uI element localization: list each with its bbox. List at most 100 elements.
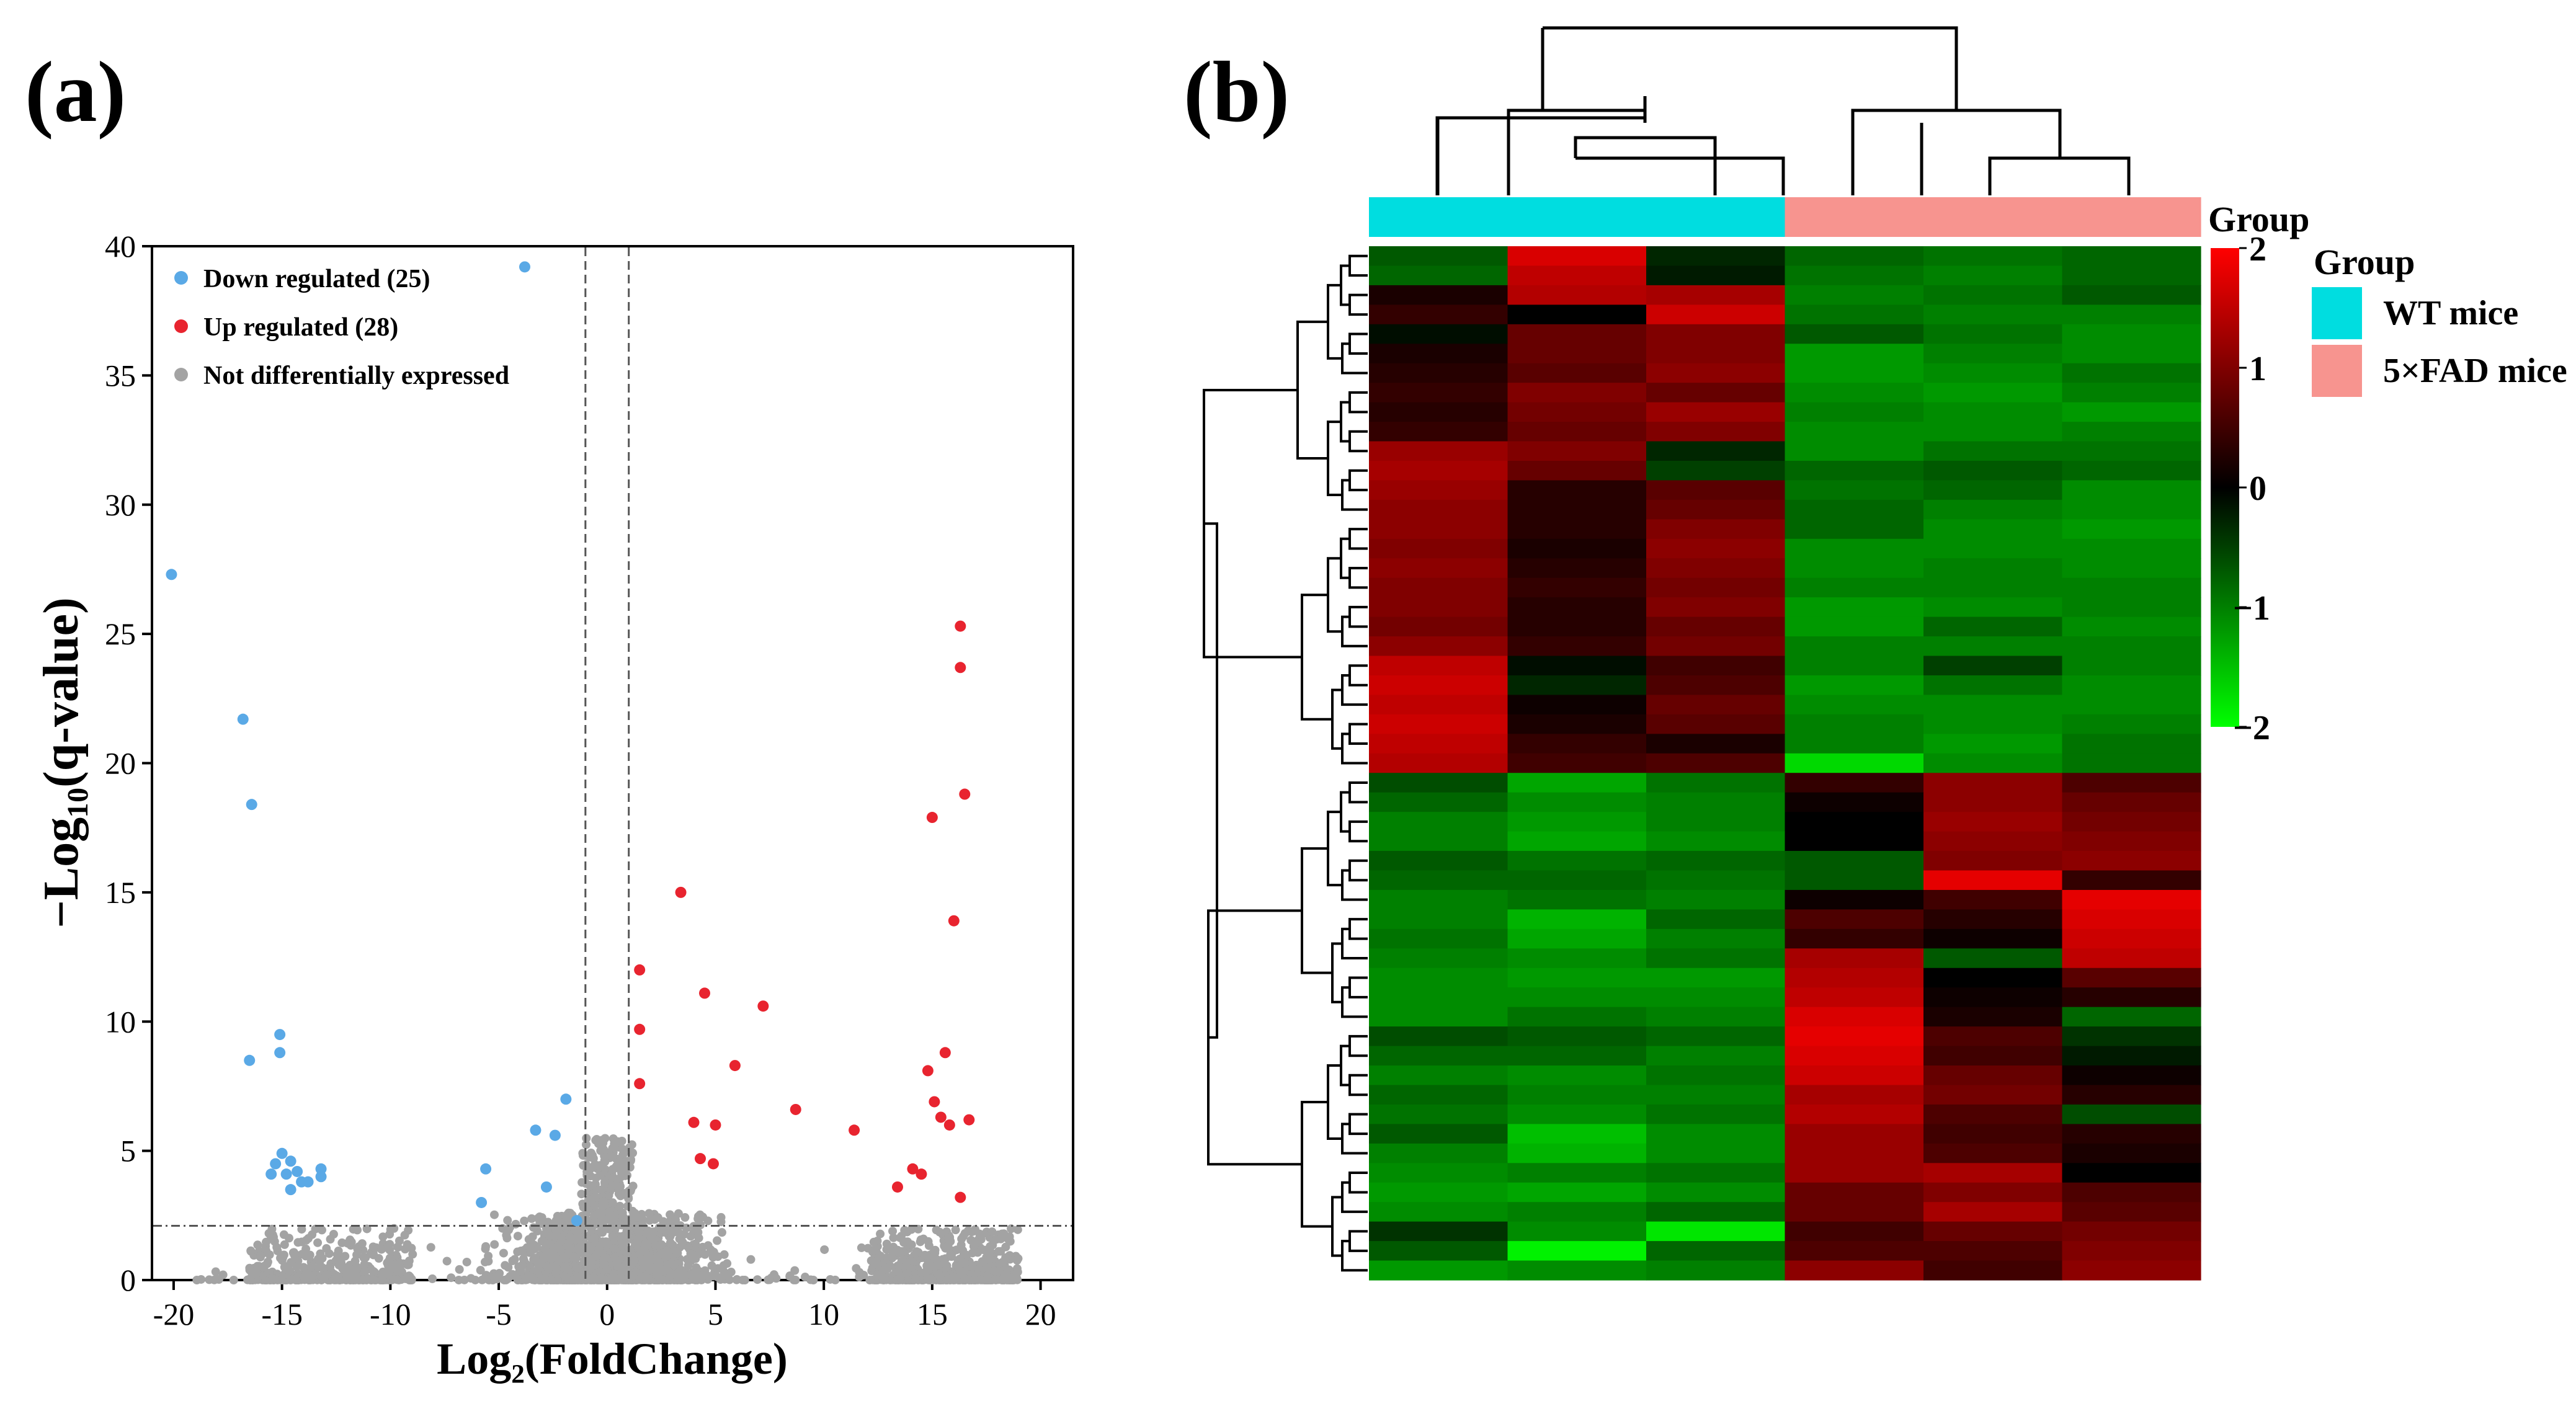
not-significant-point — [520, 1216, 529, 1225]
heatmap-cell — [1646, 265, 1786, 286]
not-significant-point — [1001, 1242, 1010, 1252]
not-significant-point — [703, 1216, 713, 1225]
heatmap-cell — [1923, 441, 2063, 461]
not-significant-point — [964, 1226, 973, 1235]
not-significant-point — [716, 1212, 726, 1222]
not-significant-point — [673, 1275, 682, 1284]
heatmap-cell — [1507, 656, 1647, 676]
not-significant-point — [934, 1270, 943, 1279]
not-significant-point — [965, 1275, 974, 1284]
heatmap-cell — [1785, 851, 1924, 871]
heatmap-cell — [1507, 402, 1647, 422]
up-regulated-point — [757, 1000, 769, 1012]
not-significant-point — [369, 1275, 378, 1284]
heatmap-cell — [1369, 1026, 1509, 1047]
not-significant-point — [765, 1275, 774, 1284]
not-significant-point — [403, 1240, 412, 1249]
group-annotation-cell — [1923, 197, 2063, 237]
row-dendrogram-branch — [1348, 1230, 1368, 1252]
not-significant-point — [344, 1269, 353, 1278]
heatmap-cell — [1923, 1202, 2063, 1222]
heatmap-cell — [1923, 851, 2063, 871]
not-significant-point — [277, 1276, 287, 1284]
heatmap-cell — [1785, 773, 1924, 793]
heatmap-cell — [1785, 1007, 1924, 1027]
not-significant-point — [674, 1209, 683, 1218]
heatmap-cell — [1923, 656, 2063, 676]
not-significant-point — [588, 1150, 597, 1160]
not-significant-point — [529, 1223, 538, 1232]
not-significant-point — [630, 1223, 640, 1232]
heatmap-cell — [1369, 967, 1509, 988]
x-tick-label: -15 — [261, 1297, 303, 1332]
heatmap-cell — [1507, 967, 1647, 988]
heatmap-cell — [1507, 1046, 1647, 1066]
heatmap-cell — [1369, 616, 1509, 637]
not-significant-point — [205, 1275, 214, 1284]
not-significant-point — [633, 1212, 642, 1222]
not-significant-point — [869, 1237, 878, 1247]
up-regulated-point — [955, 662, 966, 674]
heatmap-cell — [1923, 305, 2063, 325]
not-significant-point — [914, 1224, 923, 1234]
not-significant-point — [863, 1243, 873, 1253]
not-significant-points — [192, 1134, 1023, 1284]
not-significant-point — [943, 1241, 953, 1250]
heatmap-cell — [1646, 441, 1786, 461]
heatmap-cell — [1507, 265, 1647, 286]
heatmap-cell — [1507, 305, 1647, 325]
legend-marker-up — [174, 319, 188, 333]
heatmap-cell — [2062, 889, 2201, 910]
heatmap-cell — [1646, 1104, 1786, 1124]
group-legend-label: 5×FAD mice — [2383, 352, 2567, 390]
heatmap-cell — [1369, 1104, 1509, 1124]
not-significant-point — [709, 1247, 718, 1256]
heatmap-cell — [1646, 1124, 1786, 1144]
not-significant-point — [942, 1261, 952, 1270]
down-regulated-point — [274, 1047, 286, 1059]
heatmap-cell — [1507, 870, 1647, 891]
not-significant-point — [539, 1237, 548, 1247]
heatmap-cell — [1923, 909, 2063, 930]
not-significant-point — [307, 1262, 316, 1271]
heatmap-cell — [1785, 538, 1924, 559]
not-significant-point — [867, 1256, 876, 1265]
heatmap-cell — [1785, 1085, 1924, 1105]
group-legend-label: WT mice — [2383, 294, 2518, 332]
not-significant-point — [573, 1229, 582, 1238]
not-significant-point — [543, 1226, 552, 1235]
heatmap-cell — [1785, 1026, 1924, 1047]
not-significant-point — [654, 1223, 664, 1232]
heatmap-cell — [2062, 324, 2201, 344]
not-significant-point — [703, 1241, 713, 1250]
not-significant-point — [607, 1274, 616, 1283]
heatmap-cell — [1923, 402, 2063, 422]
heatmap-cell — [1923, 831, 2063, 852]
heatmap-cell — [2062, 616, 2201, 637]
row-dendrogram-branch — [1331, 1196, 1342, 1257]
heatmap-cell — [1646, 812, 1786, 832]
not-significant-point — [246, 1275, 255, 1284]
down-regulated-point — [480, 1163, 492, 1175]
not-significant-point — [556, 1237, 566, 1246]
not-significant-point — [686, 1249, 695, 1258]
not-significant-point — [932, 1255, 942, 1264]
not-significant-point — [359, 1253, 368, 1262]
heatmap-cell — [1646, 324, 1786, 344]
heatmap-cell — [1785, 734, 1924, 754]
row-dendrogram-branch — [1348, 254, 1368, 277]
not-significant-point — [526, 1247, 535, 1256]
heatmap-cell — [2062, 948, 2201, 969]
row-dendrogram-branch — [1341, 615, 1368, 647]
up-regulated-point — [943, 1119, 955, 1131]
heatmap-cell — [1507, 1260, 1647, 1281]
not-significant-point — [561, 1223, 570, 1232]
heatmap-cell — [1646, 695, 1786, 715]
not-significant-point — [262, 1237, 271, 1247]
not-significant-point — [368, 1242, 378, 1252]
heatmap-panel: (b) 2 1 0 −1 −2 Group Group WT mice 5×FAD mic… — [1183, 26, 2567, 1281]
not-significant-point — [615, 1232, 624, 1241]
not-significant-point — [667, 1227, 676, 1237]
heatmap-cell — [1785, 1124, 1924, 1144]
